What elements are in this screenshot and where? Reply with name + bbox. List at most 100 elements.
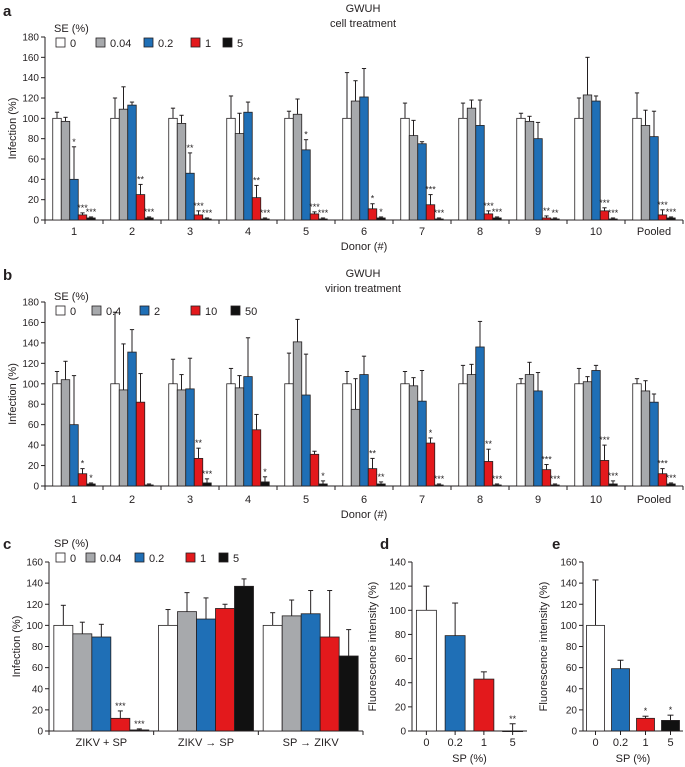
bar (640, 125, 651, 221)
y-tick-label: 120 (22, 94, 39, 105)
y-tick-label: 40 (566, 684, 578, 695)
bar (502, 730, 524, 733)
bar (516, 117, 526, 221)
x-axis-label: Donor (#) (341, 241, 387, 253)
bar (415, 609, 437, 732)
y-tick-label: 140 (22, 338, 39, 349)
significance-label: *** (666, 207, 677, 217)
x-tick-label: Pooled (637, 494, 671, 506)
panel-letter: b (3, 267, 12, 284)
bar (301, 394, 311, 487)
significance-label: *** (434, 474, 445, 484)
legend-swatch (190, 305, 201, 316)
bar (608, 218, 618, 221)
bar (541, 217, 552, 221)
bar (466, 374, 477, 487)
significance-label: *** (134, 719, 145, 729)
bar (309, 453, 320, 487)
y-tick-label: 140 (26, 579, 43, 590)
bar (292, 341, 303, 487)
y-axis-label: Infection (%) (7, 363, 19, 425)
significance-label: * (304, 130, 308, 140)
bar (582, 381, 593, 487)
chart-title: GWUH (346, 268, 381, 280)
legend-label: 5 (237, 38, 243, 50)
x-tick-label: 9 (535, 494, 541, 506)
bar (284, 117, 294, 221)
legend-swatch (55, 305, 66, 316)
significance-label: ** (377, 472, 385, 482)
bar (243, 376, 253, 487)
legend-label: 50 (245, 306, 257, 318)
chart-title: GWUH (346, 3, 381, 15)
bar (69, 178, 79, 221)
chart-subtitle: virion treatment (325, 283, 401, 295)
panel-letter: d (380, 536, 389, 553)
bar (158, 624, 178, 732)
bar (196, 618, 216, 732)
significance-label: *** (483, 201, 494, 211)
legend-label: 0 (70, 306, 76, 318)
y-tick-label: 180 (22, 298, 39, 309)
significance-label: *** (318, 208, 329, 218)
significance-label: *** (492, 207, 503, 217)
y-tick-label: 20 (395, 702, 407, 713)
y-tick-label: 20 (566, 705, 578, 716)
legend-label: 1 (200, 553, 206, 565)
bar (52, 383, 62, 487)
y-tick-label: 80 (28, 400, 40, 411)
y-tick-label: 160 (26, 558, 43, 569)
significance-label: *** (309, 202, 320, 212)
y-tick-label: 80 (32, 642, 44, 653)
y-axis-label: Fluorescence intensity (%) (538, 582, 550, 712)
legend-swatch (230, 305, 241, 316)
x-tick-label: 0.2 (613, 737, 628, 749)
significance-label: * (429, 428, 433, 438)
significance-label: ** (137, 174, 145, 184)
significance-label: * (371, 194, 375, 204)
x-tick-label: 2 (129, 494, 135, 506)
y-tick-label: 140 (22, 73, 39, 84)
bar (129, 729, 150, 732)
bar (168, 383, 178, 487)
bar (408, 385, 419, 487)
x-tick-label: 5 (667, 737, 673, 749)
bar (611, 668, 630, 732)
bar (91, 636, 112, 732)
bar (350, 100, 361, 221)
bar (574, 383, 584, 487)
bar (226, 383, 236, 487)
y-tick-label: 40 (32, 684, 44, 695)
x-axis-label: SP (%) (616, 753, 651, 765)
bar (434, 484, 444, 487)
x-tick-label: 8 (477, 226, 483, 238)
significance-label: *** (77, 203, 88, 213)
x-tick-label: 9 (535, 226, 541, 238)
y-tick-label: 180 (22, 33, 39, 44)
chart-panel-e: e 0 20 40 60 80 100 120 140 160 Fluorescence inten… (538, 536, 683, 765)
y-tick-label: 0 (33, 216, 39, 227)
x-tick-label: 1 (71, 226, 77, 238)
bar (127, 351, 137, 487)
bar (533, 138, 543, 221)
y-tick-label: 40 (28, 441, 40, 452)
significance-label: *** (434, 208, 445, 218)
significance-label: *** (550, 474, 561, 484)
legend-swatch (218, 552, 229, 563)
bar (492, 484, 502, 487)
bar (636, 717, 655, 732)
bar (234, 585, 254, 732)
bar (666, 483, 676, 487)
y-tick-label: 60 (28, 420, 40, 431)
y-tick-label: 100 (22, 114, 39, 125)
bar (376, 483, 386, 487)
significance-label: *** (666, 473, 677, 483)
y-tick-label: 140 (560, 579, 577, 590)
y-tick-label: 140 (389, 558, 406, 569)
bar (408, 135, 419, 221)
legend-swatch (139, 305, 150, 316)
x-tick-label: 7 (419, 494, 425, 506)
x-tick-label: 10 (590, 494, 602, 506)
legend-label: 0 (70, 553, 76, 565)
